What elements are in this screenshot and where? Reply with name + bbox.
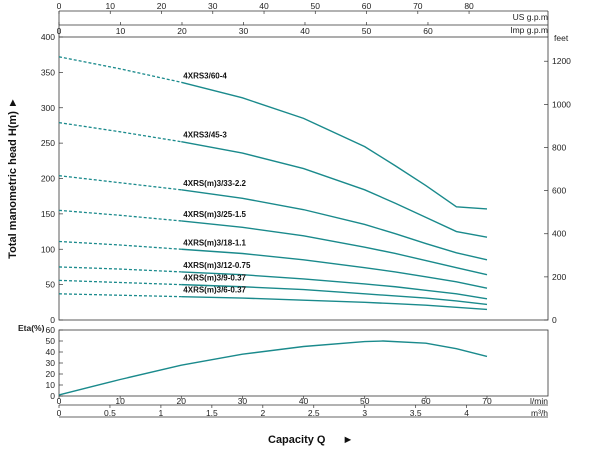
head-curve [181, 271, 488, 300]
head-curve-dashed [58, 56, 182, 83]
head-curve-dashed [58, 240, 182, 250]
m3h-unit-label: m³/h [531, 408, 548, 418]
eta-y-tick-label: 50 [46, 336, 56, 346]
head-y-tick-label: 200 [41, 174, 55, 184]
lmin-tick-label: 40 [299, 396, 309, 406]
m3h-tick-label: 1 [159, 408, 164, 418]
m3h-tick-label: 3.5 [410, 408, 422, 418]
imp-gpm-unit-label: Imp g.p.m [510, 25, 548, 35]
us-gpm-tick-label: 0 [57, 1, 62, 11]
m3h-tick-label: 2 [260, 408, 265, 418]
lmin-unit-label: l/min [530, 396, 548, 406]
curve-label: 4XRS3/45-3 [183, 131, 227, 140]
head-curve [181, 295, 488, 311]
head-curve-dashed [58, 266, 182, 273]
x-axis-title-row: Capacity Q ► [268, 434, 353, 446]
us-gpm-unit-label: US g.p.m [513, 12, 548, 22]
eta-y-tick-label: 40 [46, 347, 56, 357]
lmin-tick-label: 0 [57, 396, 62, 406]
head-curve-dashed [58, 175, 182, 191]
feet-tick-label: 1000 [552, 99, 571, 109]
head-y-tick-label: 0 [50, 315, 55, 325]
imp-gpm-tick-label: 40 [300, 26, 310, 36]
head-curve-dashed [58, 209, 182, 222]
feet-tick-label: 400 [552, 229, 566, 239]
m3h-tick-label: 4 [464, 408, 469, 418]
feet-tick-label: 0 [552, 315, 557, 325]
us-gpm-tick-label: 70 [413, 1, 423, 11]
head-curve-dashed [58, 121, 182, 143]
imp-gpm-tick-label: 30 [239, 26, 249, 36]
head-y-tick-label: 350 [41, 67, 55, 77]
feet-tick-label: 800 [552, 142, 566, 152]
us-gpm-tick-label: 10 [106, 1, 116, 11]
curve-label: 4XRS(m)3/9-0.37 [183, 274, 246, 283]
head-curve [181, 189, 488, 261]
eta-curve [58, 340, 488, 396]
us-gpm-tick-label: 60 [362, 1, 372, 11]
head-y-tick-label: 300 [41, 103, 55, 113]
head-curve [181, 220, 488, 276]
eta-axis-title: Eta(%) [18, 323, 45, 333]
m3h-tick-label: 3 [362, 408, 367, 418]
us-gpm-tick-label: 50 [311, 1, 321, 11]
curve-label: 4XRS(m)3/12-0.75 [183, 261, 251, 270]
lmin-tick-label: 50 [360, 396, 370, 406]
us-gpm-tick-label: 30 [208, 1, 218, 11]
curve-label: 4XRS(m)3/25-1.5 [183, 210, 246, 219]
us-gpm-tick-label: 40 [259, 1, 269, 11]
us-gpm-tick-label: 20 [157, 1, 167, 11]
m3h-tick-label: 2.5 [308, 408, 320, 418]
eta-y-tick-label: 30 [46, 358, 56, 368]
imp-gpm-tick-label: 20 [177, 26, 187, 36]
lmin-tick-label: 70 [482, 396, 492, 406]
m3h-tick-label: 0.5 [104, 408, 116, 418]
x-axis-title: Capacity Q [268, 434, 326, 446]
head-curve [181, 283, 488, 306]
imp-gpm-tick-label: 50 [362, 26, 372, 36]
head-plot-frame [58, 36, 549, 321]
eta-y-tick-label: 10 [46, 380, 56, 390]
feet-tick-label: 600 [552, 186, 566, 196]
head-curve [181, 141, 488, 238]
imp-gpm-tick-label: 0 [57, 26, 62, 36]
curve-label: 4XRS3/60-4 [183, 71, 227, 80]
eta-plot-frame [58, 329, 549, 397]
imp-gpm-tick-label: 10 [116, 26, 126, 36]
m3h-tick-label: 1.5 [206, 408, 218, 418]
imp-gpm-tick-label: 60 [423, 26, 433, 36]
eta-y-tick-label: 20 [46, 369, 56, 379]
head-curve-dashed [58, 279, 182, 286]
curve-label: 4XRS(m)3/6-0.37 [183, 286, 246, 295]
eta-y-tick-label: 60 [46, 325, 56, 335]
head-y-tick-label: 250 [41, 138, 55, 148]
lmin-tick-label: 60 [421, 396, 431, 406]
feet-tick-label: 200 [552, 272, 566, 282]
head-curve [181, 81, 488, 210]
feet-tick-label: 1200 [552, 56, 571, 66]
head-y-tick-label: 100 [41, 244, 55, 254]
head-curve [181, 248, 488, 289]
m3h-tick-label: 0 [57, 408, 62, 418]
lmin-tick-label: 20 [177, 396, 187, 406]
x-axis-arrow-icon: ► [342, 434, 354, 446]
head-y-tick-label: 150 [41, 209, 55, 219]
feet-unit-label: feet [554, 33, 569, 43]
lmin-tick-label: 30 [238, 396, 248, 406]
head-y-tick-label: 50 [46, 280, 56, 290]
lmin-tick-label: 10 [115, 396, 125, 406]
head-y-tick-label: 400 [41, 32, 55, 42]
head-curve-dashed [58, 293, 182, 298]
curve-label: 4XRS(m)3/18-1.1 [183, 238, 246, 247]
curve-label: 4XRS(m)3/33-2.2 [183, 179, 246, 188]
head-axis-title: Total manometric head H(m) ► [7, 97, 19, 259]
us-gpm-tick-label: 80 [464, 1, 474, 11]
eta-y-tick-label: 0 [50, 391, 55, 401]
